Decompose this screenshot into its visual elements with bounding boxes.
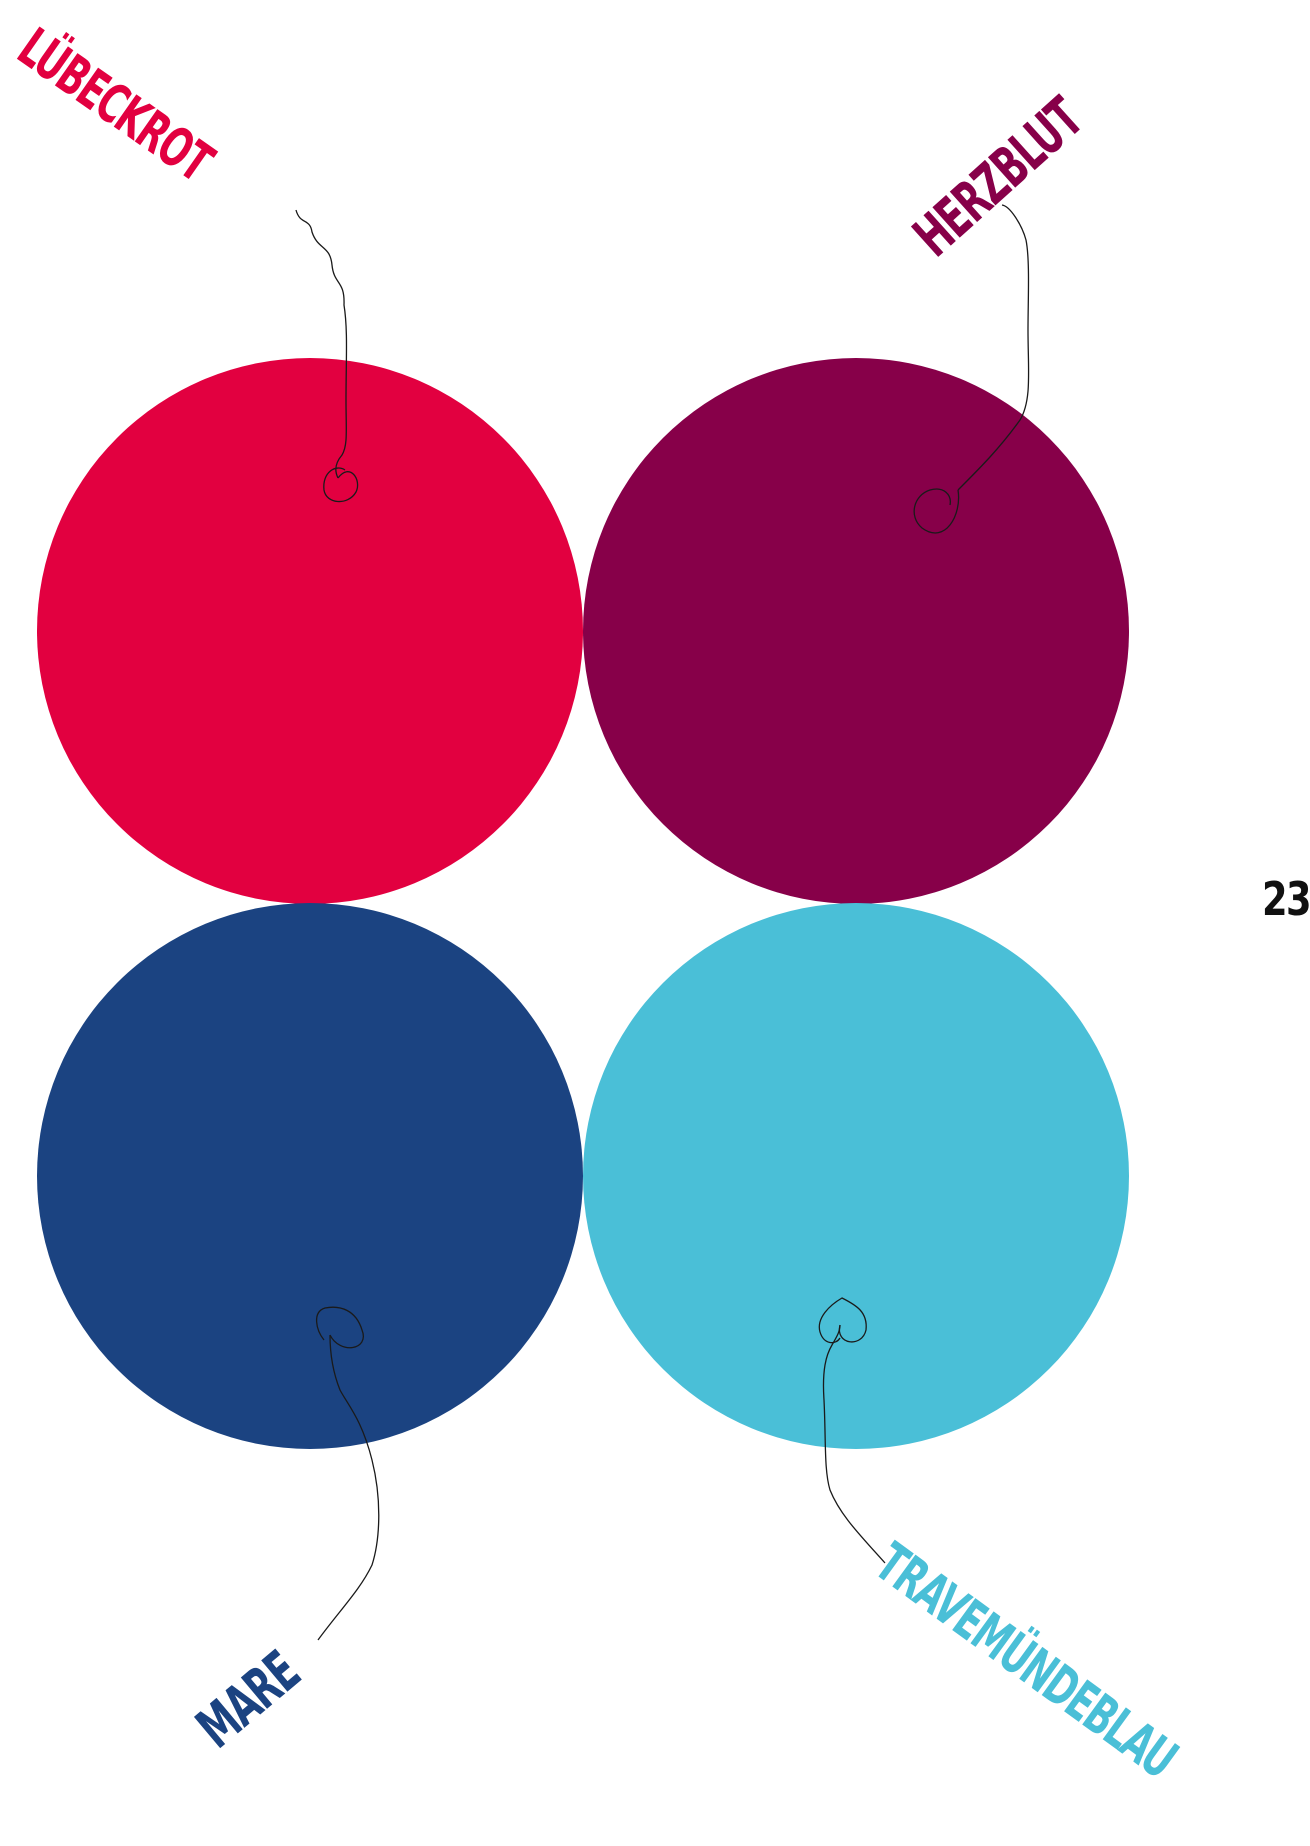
color-swatch-mare — [37, 903, 583, 1449]
color-swatch-travemuendeblau — [583, 903, 1129, 1449]
color-swatch-herzblut — [583, 358, 1129, 904]
swatch-label-mare: MARE — [184, 1639, 312, 1761]
swatch-label-travemuendeblau: TRAVEMÜNDEBLAU — [863, 1530, 1188, 1791]
swatch-label-luebeckrot: LÜBECKROT — [6, 15, 224, 194]
page-number: 23 — [1262, 872, 1310, 926]
swatch-label-herzblut: HERZBLUT — [901, 86, 1095, 270]
color-swatch-luebeckrot — [37, 358, 583, 904]
